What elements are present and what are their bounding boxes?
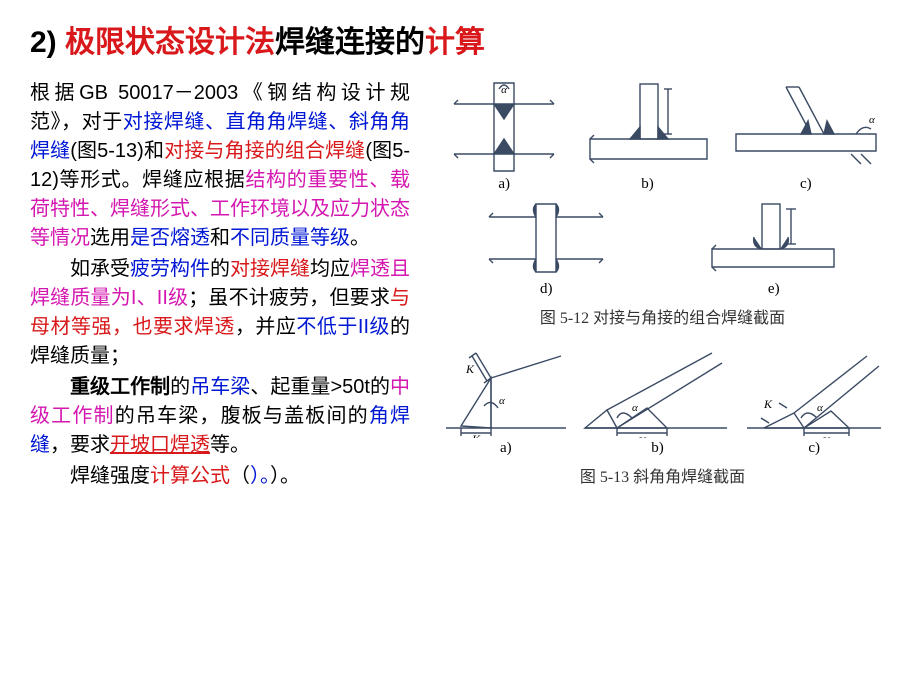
p3-red1: 开坡口焊透: [110, 434, 210, 456]
p3-t6: 等。: [210, 434, 250, 456]
paragraph-3: 重级工作制的吊车梁、起重量>50t的中级工作制的吊车梁，腹板与盖板间的角焊缝，要…: [30, 373, 410, 460]
figure-caption: 图 5-12 对接与角接的组合焊缝截面: [435, 304, 890, 328]
p1-t2: (图5-13)和: [70, 140, 164, 162]
paragraph-4: 焊缝强度计算公式（）。）。: [30, 462, 410, 491]
K-label: K: [763, 397, 773, 411]
fig513-row: K K α a): [435, 348, 890, 457]
fig-sublabel: b): [641, 176, 654, 193]
slide-page: 2) 极限状态设计法焊缝连接的计算 根据GB 50017－2003《钢结构设计规…: [0, 0, 920, 690]
p2-t3: 均应: [310, 258, 350, 280]
p2-t1: 如承受: [70, 258, 130, 280]
paragraph-1: 根据GB 50017－2003《钢结构设计规范》，对于对接焊缝、直角角焊缝、斜角…: [30, 79, 410, 253]
p3-t5: ，要求: [50, 434, 110, 456]
alpha-label: α: [499, 395, 505, 407]
p2-red1: 对接焊缝: [230, 258, 310, 280]
p4-t1: 焊缝强度: [70, 465, 150, 487]
figure-column: α a): [410, 79, 890, 507]
text-column: 根据GB 50017－2003《钢结构设计规范》，对于对接焊缝、直角角焊缝、斜角…: [30, 79, 410, 493]
p1-t4: 选用: [90, 227, 130, 249]
paragraph-2: 如承受疲劳构件的对接焊缝均应焊透且焊缝质量为I、II级；虽不计疲劳，但要求与母材…: [30, 255, 410, 371]
weld-diagram-icon: α: [731, 79, 881, 174]
p2-t2: 的: [210, 258, 230, 280]
heading-red2: 计算: [425, 26, 485, 59]
p3-t3: 、起重量>50t的: [250, 376, 390, 398]
heading-red1: 极限状态设计法: [65, 26, 275, 59]
p3-t1: 重级工作制: [70, 376, 170, 398]
heading: 2) 极限状态设计法焊缝连接的计算: [30, 25, 890, 61]
p4-t2: （: [230, 465, 250, 487]
figure-caption: 图 5-13 斜角角焊缝截面: [435, 463, 890, 487]
weld-diagram-icon: [582, 79, 712, 174]
K-label: K: [637, 434, 647, 438]
p4-t3: ）。: [270, 465, 300, 487]
weld-diagram-icon: K K α: [436, 348, 576, 438]
weld-diagram-icon: α: [444, 79, 564, 174]
p1-t6: 。: [350, 227, 370, 249]
p3-blue1: 吊车梁: [190, 376, 250, 398]
K-label: K: [471, 432, 481, 438]
p1-blue2: 是否熔透: [130, 227, 210, 249]
p3-t2: 的: [170, 376, 190, 398]
fig512-b: b): [582, 79, 712, 193]
alpha-label: α: [501, 84, 507, 96]
fig512-row1: α a): [435, 79, 890, 193]
p1-red1: 对接与角接的组合焊缝: [164, 140, 365, 162]
heading-prefix: 2): [30, 26, 65, 59]
fig-sublabel: c): [808, 440, 820, 457]
heading-mid: 焊缝连接的: [275, 26, 425, 59]
weld-diagram-icon: K α: [577, 348, 737, 438]
K-label: K: [465, 362, 475, 376]
alpha-label: α: [869, 114, 875, 126]
p4-blue1-wrap: ）。: [250, 465, 270, 487]
alpha-label: α: [632, 402, 638, 414]
K-label: K: [821, 434, 831, 438]
fig513-b: K α b): [577, 348, 737, 457]
weld-diagram-icon: [481, 199, 611, 279]
p4-red1: 计算公式: [150, 465, 230, 487]
fig-sublabel: b): [651, 440, 664, 457]
fig-sublabel: c): [800, 176, 812, 193]
p2-blue1: 疲劳构件: [130, 258, 210, 280]
fig-sublabel: e): [768, 281, 780, 298]
fig-sublabel: a): [498, 176, 510, 193]
p2-t5: ，并应: [235, 316, 296, 338]
p1-t5: 和: [210, 227, 230, 249]
alpha-label: α: [817, 402, 823, 414]
fig-sublabel: d): [540, 281, 553, 298]
fig512-row2: d): [435, 199, 890, 298]
p2-blue2: 不低于II级: [296, 316, 390, 338]
figure-5-12: α a): [435, 79, 890, 328]
fig512-e: e): [704, 199, 844, 298]
weld-diagram-icon: [704, 199, 844, 279]
p1-blue3: 不同质量等级: [230, 227, 350, 249]
fig-sublabel: a): [500, 440, 512, 457]
fig513-c: K K α c): [739, 348, 889, 457]
fig512-d: d): [481, 199, 611, 298]
p3-t4: 的吊车梁，腹板与盖板间的: [115, 405, 369, 427]
fig513-a: K K α a): [436, 348, 576, 457]
weld-diagram-icon: K K α: [739, 348, 889, 438]
fig512-c: α c): [731, 79, 881, 193]
content-columns: 根据GB 50017－2003《钢结构设计规范》，对于对接焊缝、直角角焊缝、斜角…: [30, 79, 890, 507]
p2-t4: ；虽不计疲劳，但要求: [188, 287, 390, 309]
fig512-a: α a): [444, 79, 564, 193]
figure-5-13: K K α a): [435, 348, 890, 487]
